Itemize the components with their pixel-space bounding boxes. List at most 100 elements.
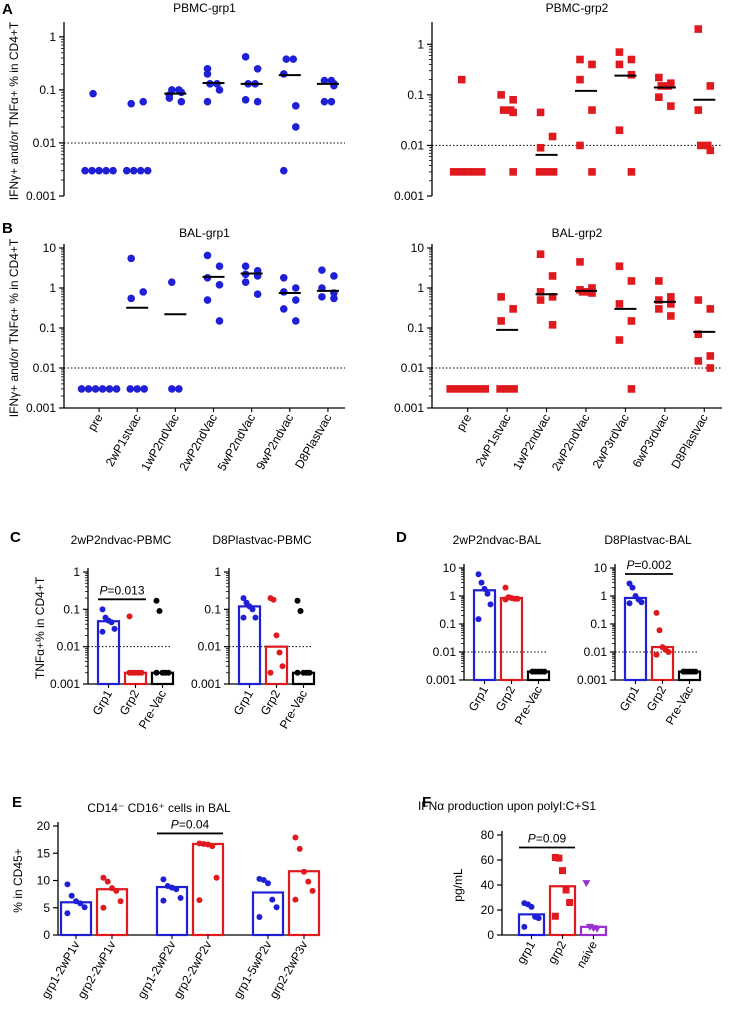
data-point <box>279 305 288 313</box>
data-point <box>129 166 138 175</box>
data-point <box>105 385 114 393</box>
data-point <box>127 294 136 303</box>
panel-label-c: C <box>10 529 21 546</box>
chart-e: 0 5 10 15 20 CD14⁻ CD16⁺ cells in BAL % in CD4… <box>11 801 321 1001</box>
y-axis-label: IFNγ+ and/or TNFα+ % in CD4+T <box>7 238 21 417</box>
y-tick-label: 1 <box>417 281 424 295</box>
p-value-letter: P <box>528 832 536 846</box>
x-tick-label: Grp2 <box>493 683 519 713</box>
data-point <box>305 878 312 885</box>
data-point <box>203 251 212 260</box>
data-point <box>249 606 256 613</box>
data-point <box>706 352 715 360</box>
x-tick-label: Grp1 <box>231 687 257 717</box>
y-tick-label: 10 <box>411 241 425 255</box>
data-point <box>529 668 536 675</box>
data-point <box>177 97 186 106</box>
data-point <box>253 64 262 73</box>
data-point <box>576 55 584 64</box>
data-point <box>77 900 84 907</box>
data-point <box>478 579 485 586</box>
data-point <box>122 166 131 175</box>
data-point <box>549 168 558 176</box>
x-tick-label: 1wP2ndVac <box>138 412 182 474</box>
y-tick-label: 0.1 <box>204 602 221 616</box>
data-point <box>203 296 212 304</box>
x-tick-label: grp1 <box>514 938 538 966</box>
y-axis-label: pg/mL <box>451 868 465 902</box>
data-point <box>615 262 624 271</box>
y-tick-label: 0.1 <box>39 83 56 97</box>
data-point <box>309 887 316 894</box>
data-point <box>168 86 176 94</box>
data-point <box>330 294 338 303</box>
chart-title: 2wP2ndvac-BAL <box>453 533 542 547</box>
data-point <box>301 868 307 875</box>
data-point <box>117 898 124 905</box>
data-point <box>256 914 263 921</box>
charts-layer: 1 0.1 0.01 0.001 PBMC-grp1 IFNγ+ and/or TNFα+… <box>7 1 722 1001</box>
data-point <box>196 897 203 904</box>
data-point <box>109 885 115 892</box>
data-point <box>627 168 636 176</box>
data-point <box>481 585 488 592</box>
p-value-label: P=0.002 <box>626 558 671 572</box>
data-point <box>289 55 298 63</box>
y-tick-label: 80 <box>481 828 495 842</box>
data-point <box>126 385 135 393</box>
x-tick-label: D8Plastvac <box>292 412 334 472</box>
data-point <box>160 876 167 883</box>
p-value-number: =0.09 <box>536 832 567 846</box>
data-point <box>153 669 160 676</box>
data-point <box>296 845 303 852</box>
bar <box>95 888 129 937</box>
chart-a2: 1 0.1 0.01 0.001 PBMC-grp2 <box>394 1 722 203</box>
data-point <box>536 250 545 258</box>
y-tick-label: 0.001 <box>394 401 424 415</box>
data-point <box>126 613 133 620</box>
data-point <box>499 106 508 114</box>
data-point <box>615 336 624 344</box>
y-tick-label: 20 <box>481 903 495 917</box>
y-tick-label: 0.01 <box>57 640 81 654</box>
panel-label-a: A <box>2 1 13 18</box>
data-point <box>629 584 636 591</box>
data-point <box>615 48 624 56</box>
data-point <box>655 305 663 313</box>
chart-title: BAL-grp2 <box>552 226 603 240</box>
data-point <box>653 609 660 616</box>
y-tick-label: 10 <box>443 561 457 575</box>
data-point <box>127 254 136 263</box>
data-point <box>562 886 570 894</box>
x-tick-label: grp2 <box>545 938 569 966</box>
y-tick-label: 0.1 <box>407 321 424 335</box>
data-point <box>551 854 559 861</box>
data-point <box>84 385 93 393</box>
data-point <box>167 278 176 286</box>
bar <box>287 870 321 937</box>
data-point <box>292 834 299 841</box>
data-point <box>240 614 247 621</box>
panel-label-d: D <box>396 529 407 546</box>
x-tick-label: 2wP2ndVac <box>549 412 593 474</box>
data-point <box>548 321 557 329</box>
data-point <box>252 614 259 621</box>
chart-b2: 10 1 0.1 0.01 0.001 BAL-grp2 pre2wP1stvac1wP2n… <box>394 226 722 473</box>
y-tick-label: 1 <box>600 589 607 603</box>
data-point <box>475 616 482 623</box>
chart-title: PBMC-grp2 <box>546 1 609 15</box>
x-tick-label: pre <box>454 411 475 433</box>
data-point <box>95 166 103 175</box>
x-tick-label: naive <box>574 938 601 970</box>
data-point <box>241 262 250 271</box>
y-tick-label: 0.01 <box>198 640 222 654</box>
y-tick-label: 0.01 <box>584 645 608 659</box>
p-value-number: =0.04 <box>179 817 210 831</box>
data-point <box>102 166 110 175</box>
y-tick-label: 1 <box>49 30 56 44</box>
data-point <box>127 99 136 108</box>
data-point <box>165 94 174 102</box>
data-point <box>536 143 545 152</box>
